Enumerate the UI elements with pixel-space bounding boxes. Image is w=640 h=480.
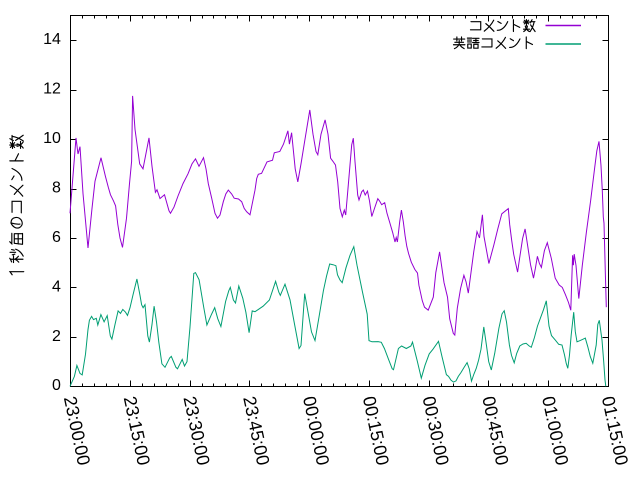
svg-text:0: 0 bbox=[52, 377, 61, 394]
svg-text:12: 12 bbox=[43, 81, 61, 98]
svg-text:14: 14 bbox=[43, 31, 61, 48]
svg-text:4: 4 bbox=[52, 278, 61, 295]
svg-text:6: 6 bbox=[52, 229, 61, 246]
svg-text:10: 10 bbox=[43, 130, 61, 147]
svg-text:2: 2 bbox=[52, 328, 61, 345]
svg-text:8: 8 bbox=[52, 180, 61, 197]
